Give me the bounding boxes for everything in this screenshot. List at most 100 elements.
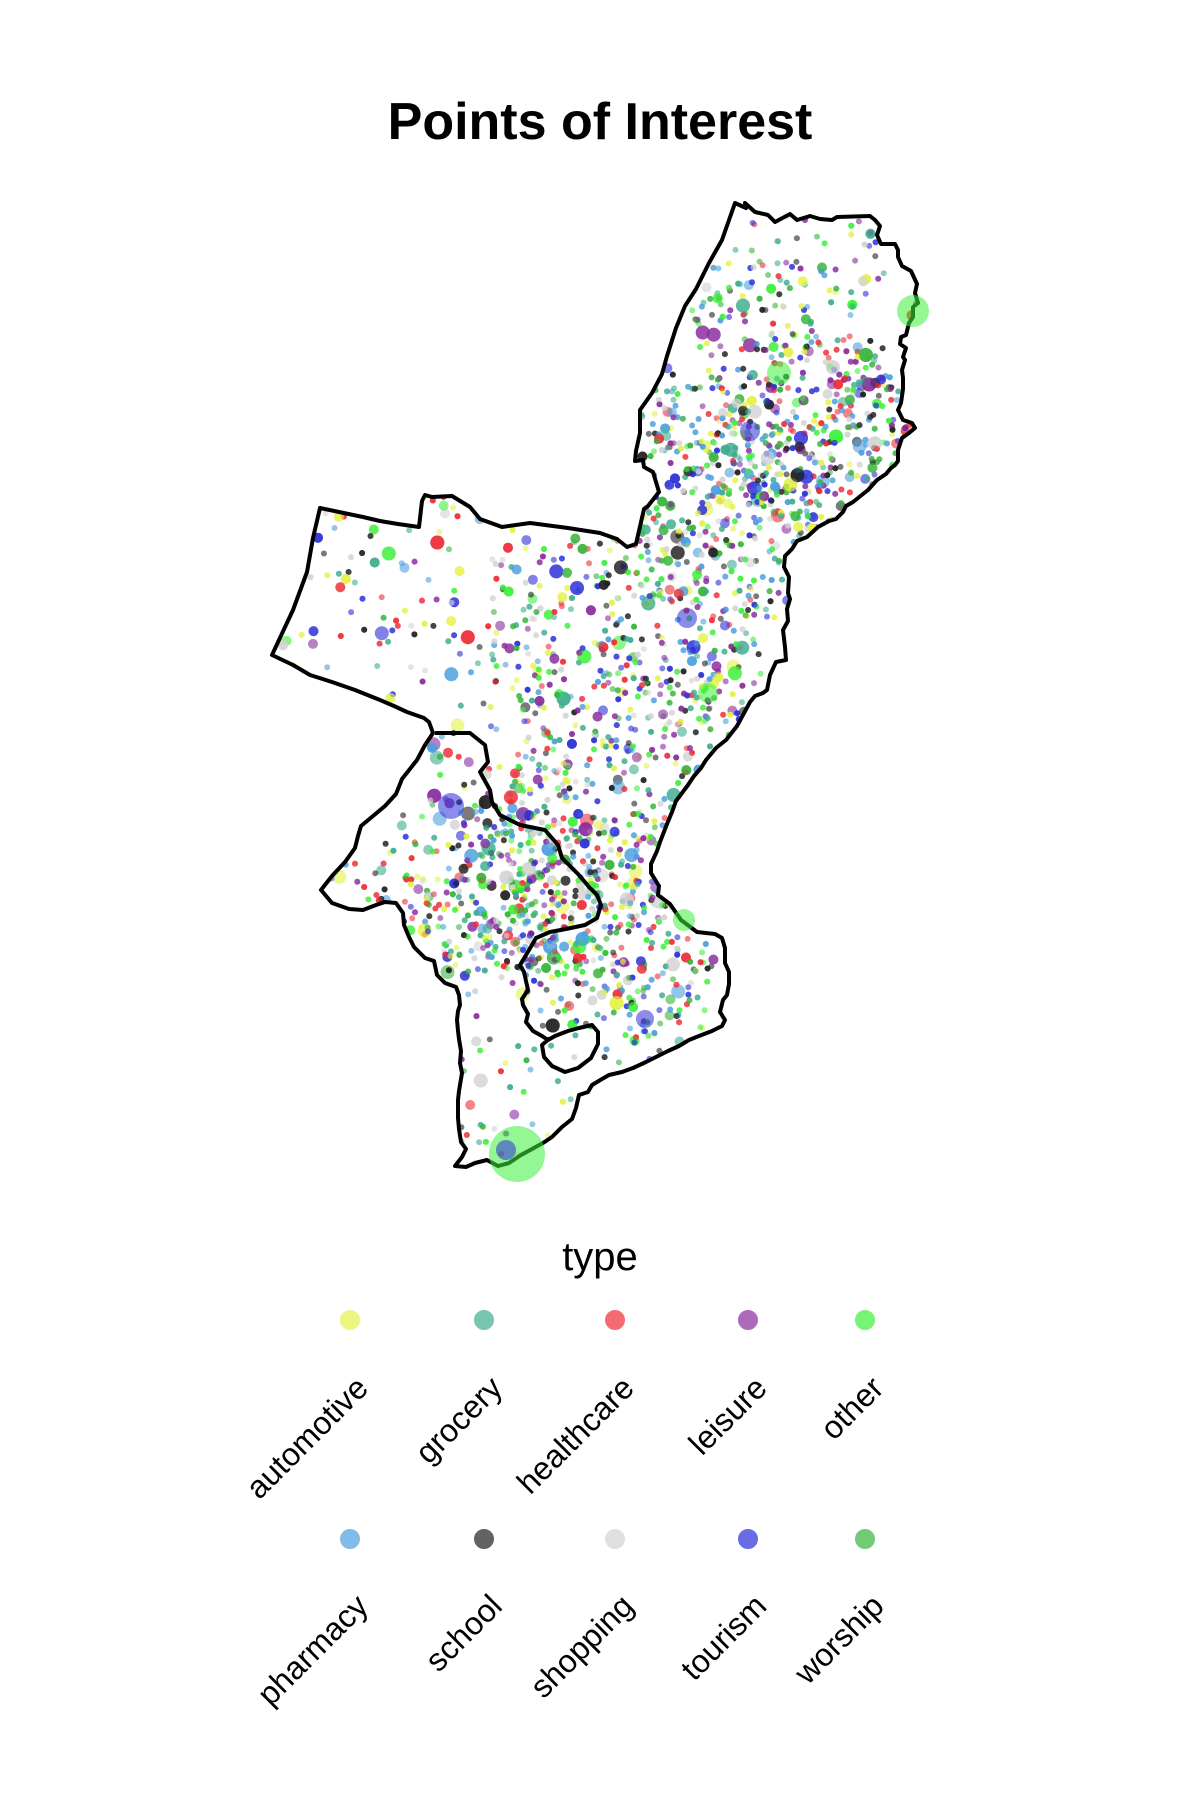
poi-point-automotive [784, 322, 791, 329]
poi-point-tourism [613, 743, 620, 750]
poi-point-school [673, 1013, 680, 1019]
poi-point-pharmacy [695, 416, 702, 422]
poi-point-leisure [775, 589, 782, 596]
poi-point-school [889, 426, 896, 433]
poi-point-grocery [745, 408, 752, 415]
poi-point-worship [664, 1010, 675, 1021]
poi-point-healthcare [720, 711, 727, 718]
poi-point-school [555, 1008, 561, 1015]
poi-point-leisure [622, 689, 629, 696]
poi-point-worship [657, 1020, 664, 1027]
poi-point-shopping [732, 605, 739, 612]
poi-point-pharmacy [715, 265, 722, 272]
poi-point-grocery [579, 724, 586, 731]
poi-point-worship [549, 916, 556, 923]
poi-point-healthcare [781, 421, 788, 427]
poi-point-pharmacy [468, 947, 475, 954]
poi-point-shopping [861, 241, 868, 248]
poi-point-tourism [764, 397, 771, 404]
poi-point-leisure [658, 709, 668, 720]
poi-point-school [721, 351, 728, 358]
poi-point-leisure [498, 562, 505, 569]
poi-point-pharmacy [551, 768, 558, 774]
poi-point-leisure [667, 440, 674, 447]
poi-point-tourism [348, 609, 355, 616]
poi-point-grocery [526, 603, 533, 610]
poi-point-automotive [672, 760, 679, 767]
poi-point-grocery [628, 764, 639, 775]
poi-point-automotive [609, 996, 624, 1011]
poi-point-other [805, 513, 812, 520]
poi-point-pharmacy [535, 689, 542, 696]
poi-point-tourism [438, 793, 464, 819]
poi-point-healthcare [618, 944, 625, 951]
poi-point-healthcare [352, 860, 358, 867]
poi-point-tourism [520, 947, 527, 953]
poi-point-shopping [785, 522, 792, 529]
poi-point-leisure [530, 747, 537, 754]
poi-point-leisure [508, 949, 515, 956]
poi-point-school [382, 840, 389, 847]
poi-point-leisure [560, 898, 567, 905]
poi-point-healthcare [560, 913, 567, 920]
poi-point-shopping [634, 913, 641, 919]
poi-point-worship [615, 1059, 622, 1066]
poi-point-grocery [679, 517, 686, 524]
poi-point-grocery [594, 944, 601, 951]
poi-point-school [613, 621, 620, 628]
poi-point-tourism [451, 632, 458, 639]
poi-point-other [692, 569, 703, 580]
poi-point-school [740, 365, 747, 372]
poi-point-school [320, 550, 327, 557]
poi-point-other [538, 873, 545, 880]
poi-point-automotive [694, 510, 701, 517]
poi-point-worship [449, 891, 456, 898]
poi-point-pharmacy [527, 1066, 534, 1073]
poi-point-other [647, 833, 654, 840]
poi-point-worship [528, 901, 535, 908]
poi-point-school [381, 886, 388, 893]
poi-point-grocery [691, 689, 697, 696]
poi-point-other [599, 574, 606, 581]
poi-point-shopping [555, 767, 562, 774]
poi-point-worship [845, 424, 851, 431]
poi-point-pharmacy [585, 893, 592, 900]
poi-point-school [528, 591, 534, 598]
poi-point-grocery [645, 787, 652, 794]
poi-point-school [426, 913, 433, 920]
poi-point-tourism [771, 384, 778, 390]
poi-point-pharmacy [465, 991, 472, 998]
poi-point-other [731, 420, 738, 426]
poi-point-school [706, 705, 712, 712]
legend-label-worship: worship [787, 1587, 891, 1691]
poi-point-worship [814, 233, 820, 240]
poi-point-healthcare [591, 683, 598, 690]
poi-point-grocery [736, 587, 743, 594]
poi-point-other [812, 412, 819, 419]
poi-point-other [697, 1024, 704, 1031]
poi-point-shopping [668, 709, 675, 716]
poi-point-school [470, 779, 477, 786]
poi-point-other [579, 968, 586, 975]
poi-point-leisure [480, 838, 491, 849]
poi-point-school [674, 681, 681, 688]
poi-point-tourism [626, 655, 633, 662]
poi-point-other [546, 668, 553, 675]
poi-point-leisure [656, 534, 663, 541]
poi-point-school [476, 644, 483, 650]
poi-point-grocery [721, 648, 728, 655]
poi-point-healthcare [818, 420, 825, 427]
poi-point-automotive [617, 881, 623, 888]
poi-point-automotive [557, 592, 568, 603]
poi-point-pharmacy [626, 1011, 633, 1018]
poi-point-shopping [503, 932, 510, 939]
poi-point-shopping [538, 819, 545, 826]
poi-point-automotive [729, 691, 736, 698]
poi-point-pharmacy [693, 439, 700, 446]
poi-point-pharmacy [650, 697, 657, 704]
poi-point-worship [748, 247, 755, 254]
poi-point-worship [523, 1057, 530, 1064]
poi-point-automotive [747, 585, 754, 592]
points-of-interest-map [270, 201, 929, 1182]
poi-point-school [867, 337, 874, 344]
